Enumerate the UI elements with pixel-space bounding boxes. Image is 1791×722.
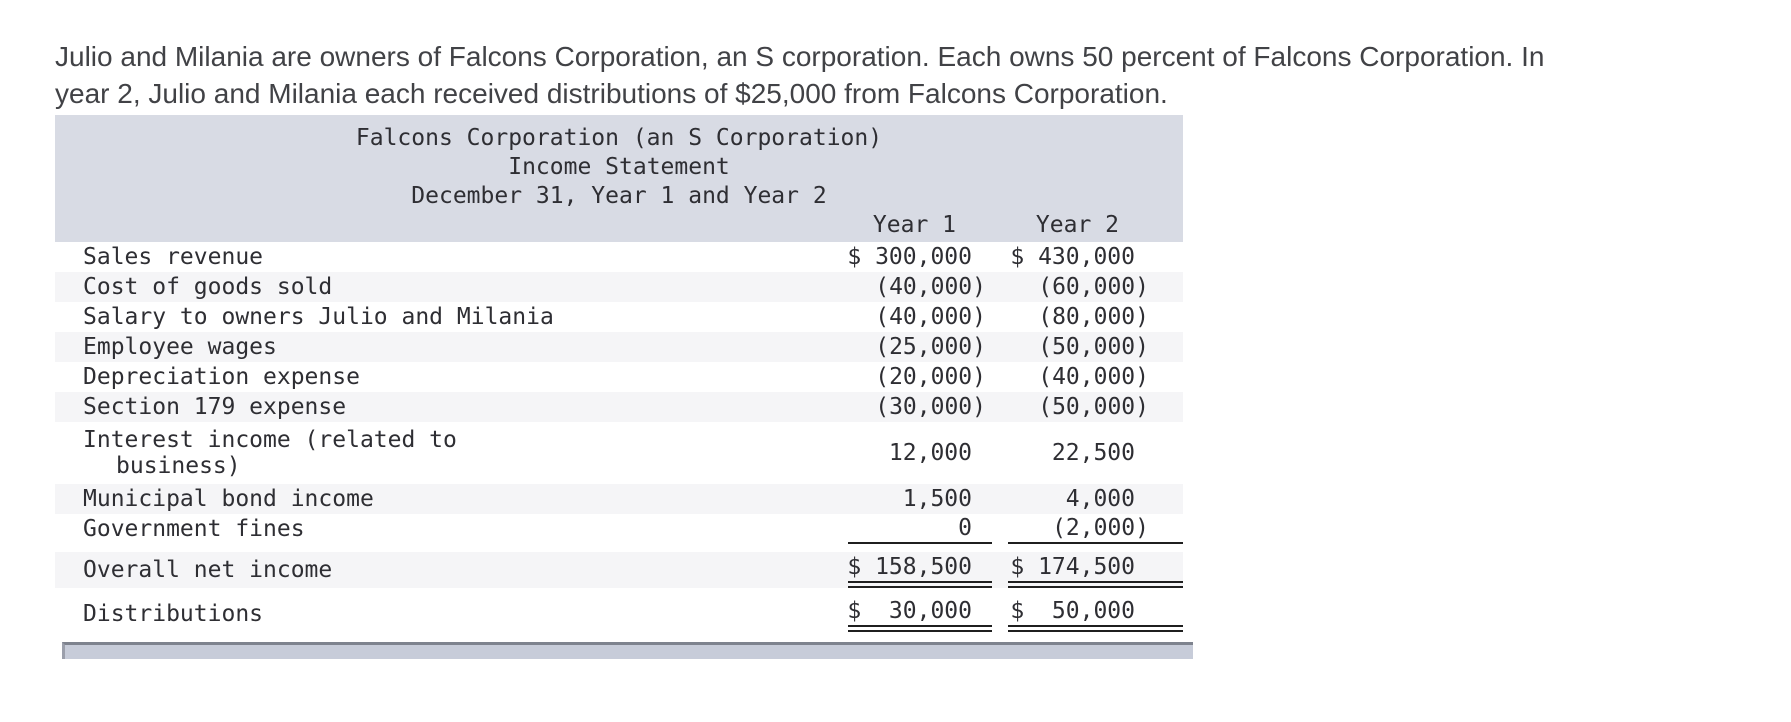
row-value-year1: 12,000 <box>888 440 972 466</box>
column-header-year2: Year 2 <box>1035 212 1119 238</box>
table-row: Sales revenue $ 300,000 $ 430,000 <box>55 242 1183 272</box>
period-title: December 31, Year 1 and Year 2 <box>411 183 827 209</box>
column-header-row: Year 1 Year 2 <box>55 211 1183 240</box>
row-value-year2: (50,000) <box>1038 334 1149 360</box>
row-value-year2: $ 174,500 <box>1008 552 1183 588</box>
row-value-year2: (40,000) <box>1038 364 1149 390</box>
table-row: Employee wages (25,000) (50,000) <box>55 332 1183 362</box>
row-value-year2: $ 430,000 <box>1010 244 1135 270</box>
row-label: Depreciation expense <box>83 364 360 390</box>
row-label: Interest income (related to business) <box>83 427 457 479</box>
row-value-year2: (50,000) <box>1038 394 1149 420</box>
company-title: Falcons Corporation (an S Corporation) <box>355 125 883 151</box>
row-value-year2: (80,000) <box>1038 304 1149 330</box>
row-value-year2: 22,500 <box>1051 440 1135 466</box>
row-value-year2: $ 50,000 <box>1008 596 1183 632</box>
row-label: Distributions <box>83 601 264 627</box>
problem-statement: Julio and Milania are owners of Falcons … <box>55 38 1755 112</box>
problem-statement-line2: year 2, Julio and Milania each received … <box>55 78 1168 109</box>
table-header-band: Falcons Corporation (an S Corporation) I… <box>55 115 1183 242</box>
table-row: Government fines 0 (2,000) <box>55 514 1183 544</box>
row-label: Cost of goods sold <box>83 274 333 300</box>
column-header-year1: Year 1 <box>872 212 956 238</box>
row-value-year1: (30,000) <box>875 394 986 420</box>
row-value-year1: (25,000) <box>875 334 986 360</box>
row-label: Government fines <box>83 516 305 542</box>
row-label: Sales revenue <box>83 244 264 270</box>
problem-statement-line1: Julio and Milania are owners of Falcons … <box>55 41 1545 72</box>
table-row: Depreciation expense (20,000) (40,000) <box>55 362 1183 392</box>
row-value-year1: $ 300,000 <box>847 244 972 270</box>
row-label: Overall net income <box>83 557 333 583</box>
table-row: Municipal bond income 1,500 4,000 <box>55 484 1183 514</box>
column-header-spacer <box>55 211 848 240</box>
row-value-year1: (40,000) <box>875 274 986 300</box>
table-row-total: Overall net income $ 158,500 $ 174,500 <box>55 552 1183 588</box>
row-value-year1: (20,000) <box>875 364 986 390</box>
income-statement-table: Falcons Corporation (an S Corporation) I… <box>55 115 1193 659</box>
row-value-year1: 1,500 <box>902 486 972 512</box>
row-label: Salary to owners Julio and Milania <box>83 304 554 330</box>
table-row: Section 179 expense (30,000) (50,000) <box>55 392 1183 422</box>
row-value-year1: 0 <box>848 514 992 544</box>
row-value-year2: (60,000) <box>1038 274 1149 300</box>
row-value-year2: (2,000) <box>1008 514 1183 544</box>
table-row: Interest income (related to business) 12… <box>55 422 1183 484</box>
row-value-year1: (40,000) <box>875 304 986 330</box>
row-label: Municipal bond income <box>83 486 374 512</box>
table-row: Cost of goods sold (40,000) (60,000) <box>55 272 1183 302</box>
table-row-total: Distributions $ 30,000 $ 50,000 <box>55 596 1183 632</box>
horizontal-scrollbar[interactable] <box>62 642 1193 659</box>
row-value-year2: 4,000 <box>1065 486 1135 512</box>
row-value-year1: $ 158,500 <box>847 552 992 588</box>
row-label: Employee wages <box>83 334 277 360</box>
statement-title: Income Statement <box>508 154 730 180</box>
row-value-year1: $ 30,000 <box>847 596 992 632</box>
table-row: Salary to owners Julio and Milania (40,0… <box>55 302 1183 332</box>
row-label: Section 179 expense <box>83 394 347 420</box>
